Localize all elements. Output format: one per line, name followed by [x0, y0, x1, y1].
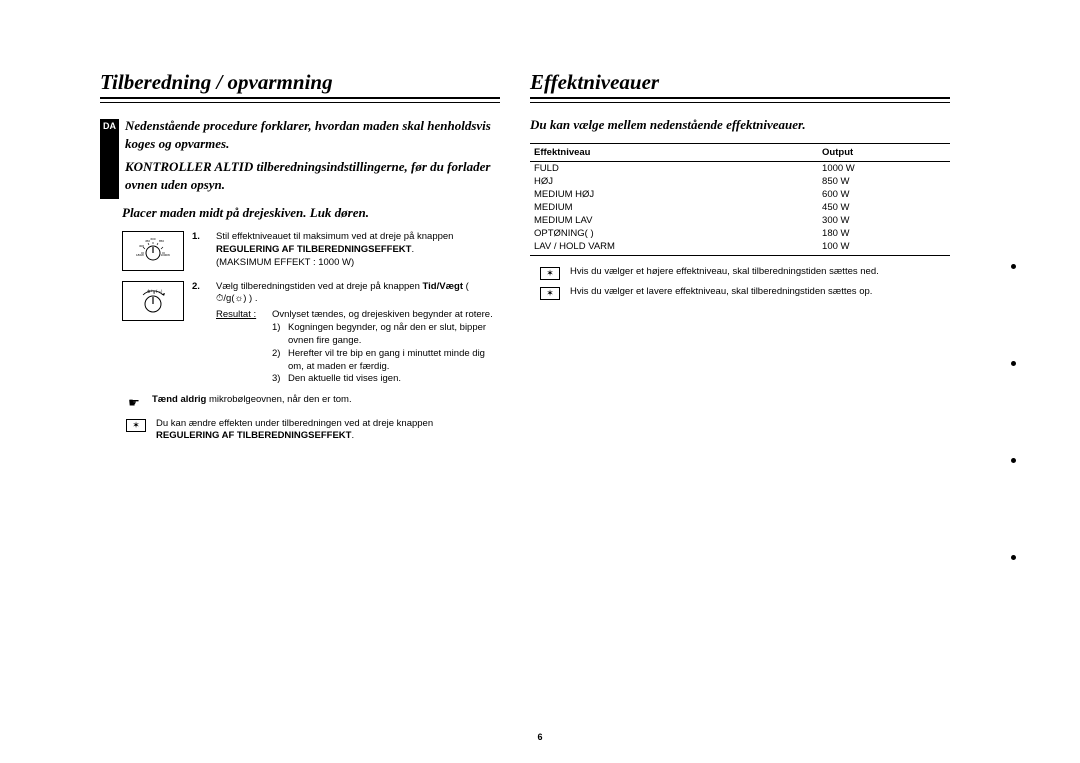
- manual-page: Tilberedning / opvarmning DA Nedenståend…: [0, 0, 1080, 473]
- step-1-icon: 180W300 450600 8501000W: [122, 231, 184, 272]
- power-dial-icon: 180W300 450600 8501000W: [122, 231, 184, 271]
- step-2-body: Vælg tilberedningstiden ved at dreje på …: [216, 281, 500, 387]
- table-row: HØJ850 W: [530, 175, 950, 188]
- title-rule: [100, 97, 500, 103]
- step-2-number: 2.: [192, 281, 208, 387]
- svg-text:⏱: ⏱: [147, 289, 150, 294]
- step-1: 180W300 450600 8501000W 1.: [122, 231, 500, 272]
- tip-note: ✶ Du kan ændre effekten under tilberedni…: [126, 418, 500, 444]
- levels-tbody: FULD1000 W HØJ850 W MEDIUM HØJ600 W MEDI…: [530, 162, 950, 256]
- table-row: MEDIUM450 W: [530, 201, 950, 214]
- right-note-1: ✶ Hvis du vælger et højere effektniveau,…: [540, 266, 950, 280]
- step-2-result: Resultat : Ovnlyset tændes, og drejeskiv…: [216, 309, 500, 322]
- sub-item-1: 1)Kogningen begynder, og når den er slut…: [272, 322, 500, 348]
- step-2-text-bold: Tid/Vægt: [423, 281, 463, 292]
- title-rule-right: [530, 97, 950, 103]
- tip-text: Du kan ændre effekten under tilberedning…: [156, 418, 433, 444]
- left-section-title: Tilberedning / opvarmning: [100, 70, 500, 95]
- sub-intro: Placer maden midt på drejeskiven. Luk dø…: [122, 205, 500, 221]
- step-1-number: 1.: [192, 231, 208, 272]
- language-badge: DA: [100, 119, 119, 199]
- intro-text: Nedenstående procedure forklarer, hvorda…: [125, 117, 500, 199]
- step-2-text-d: ) .: [246, 293, 257, 304]
- power-levels-table: Effektniveau Output FULD1000 W HØJ850 W …: [530, 143, 950, 256]
- sub-item-3: 3)Den aktuelle tid vises igen.: [272, 373, 500, 386]
- time-dial-icon: ⏱/ g( ☼): [122, 281, 184, 321]
- right-note-1-text: Hvis du vælger et højere effektniveau, s…: [570, 266, 879, 280]
- intro-paragraph-2: KONTROLLER ALTID tilberedningsindstillin…: [125, 158, 500, 193]
- table-row: MEDIUM LAV300 W: [530, 214, 950, 227]
- table-row: FULD1000 W: [530, 162, 950, 176]
- step-2-sublist: 1)Kogningen begynder, og når den er slut…: [272, 322, 500, 386]
- right-note-2-text: Hvis du vælger et lavere effektniveau, s…: [570, 286, 872, 300]
- svg-text:): ): [161, 288, 163, 293]
- step-2: ⏱/ g( ☼) 2. Vælg tilberedningstiden ved …: [122, 281, 500, 387]
- right-section-title: Effektniveauer: [530, 70, 950, 95]
- th-level: Effektniveau: [530, 144, 818, 162]
- th-output: Output: [818, 144, 950, 162]
- step-2-text-a: Vælg tilberedningstiden ved at dreje på …: [216, 281, 423, 292]
- table-row: LAV / HOLD VARM100 W: [530, 240, 950, 256]
- right-note-2: ✶ Hvis du vælger et lavere effektniveau,…: [540, 286, 950, 300]
- sub-item-2: 2)Herefter vil tre bip en gang i minutte…: [272, 348, 500, 374]
- step-1-line-1: Stil effektniveauet til maksimum ved at …: [216, 231, 453, 242]
- right-sub-intro: Du kan vælge mellem nedenstående effektn…: [530, 117, 950, 133]
- svg-text:1000W: 1000W: [160, 253, 170, 257]
- table-row: MEDIUM HØJ600 W: [530, 188, 950, 201]
- table-header-row: Effektniveau Output: [530, 144, 950, 162]
- check-box-icon: ✶: [126, 419, 146, 432]
- warning-note: ☛ Tænd aldrig mikrobølgeovnen, når den e…: [126, 394, 500, 412]
- table-row: OPTØNING( )180 W: [530, 227, 950, 240]
- step-1-body: Stil effektniveauet til maksimum ved at …: [216, 231, 500, 272]
- note-icon: ✶: [540, 267, 560, 280]
- right-column: Effektniveauer Du kan vælge mellem neden…: [530, 70, 950, 443]
- warning-text: Tænd aldrig mikrobølgeovnen, når den er …: [152, 394, 352, 412]
- svg-text:180W: 180W: [136, 253, 144, 257]
- svg-text:g: g: [153, 289, 155, 294]
- result-label: Resultat :: [216, 309, 268, 322]
- clock-weight-icon: ⏱/g(☼): [216, 293, 246, 304]
- step-1-bold: REGULERING AF TILBEREDNINGSEFFEKT: [216, 244, 411, 255]
- step-2-text-c: (: [463, 281, 469, 292]
- intro-block: DA Nedenstående procedure forklarer, hvo…: [100, 117, 500, 199]
- svg-text:600: 600: [150, 237, 155, 241]
- left-column: Tilberedning / opvarmning DA Nedenståend…: [100, 70, 500, 443]
- pointer-icon: ☛: [126, 394, 142, 412]
- page-number: 6: [0, 732, 1080, 742]
- margin-dots: [1011, 264, 1016, 652]
- right-notes: ✶ Hvis du vælger et højere effektniveau,…: [540, 266, 950, 300]
- result-body: Ovnlyset tændes, og drejeskiven begynder…: [272, 309, 493, 322]
- note-icon: ✶: [540, 287, 560, 300]
- intro-paragraph-1: Nedenstående procedure forklarer, hvorda…: [125, 117, 500, 152]
- svg-text:850: 850: [159, 239, 164, 243]
- step-1-line-3: (MAKSIMUM EFFEKT : 1000 W): [216, 257, 354, 268]
- step-2-icon: ⏱/ g( ☼): [122, 281, 184, 387]
